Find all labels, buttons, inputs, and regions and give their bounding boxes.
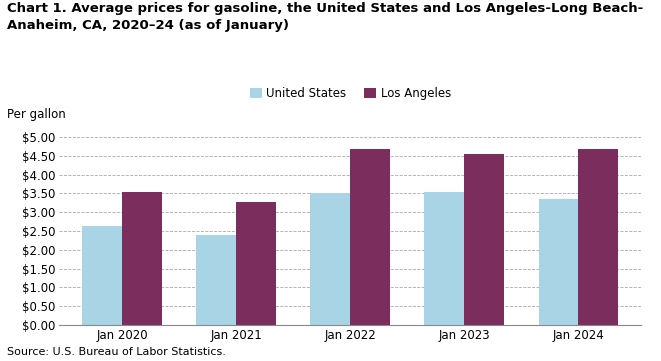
- Bar: [350, 149, 390, 325]
- Text: Chart 1. Average prices for gasoline, the United States and Los Angeles-Long Bea: Chart 1. Average prices for gasoline, th…: [7, 2, 643, 32]
- Bar: [311, 193, 350, 325]
- Bar: [465, 154, 504, 325]
- Bar: [578, 149, 618, 325]
- Bar: [122, 192, 162, 325]
- Legend: United States, Los Angeles: United States, Los Angeles: [250, 87, 451, 100]
- Bar: [196, 235, 236, 325]
- Bar: [424, 192, 465, 325]
- Bar: [539, 199, 578, 325]
- Text: Source: U.S. Bureau of Labor Statistics.: Source: U.S. Bureau of Labor Statistics.: [7, 347, 225, 357]
- Bar: [236, 202, 276, 325]
- Text: Per gallon: Per gallon: [7, 108, 65, 121]
- Bar: [83, 226, 122, 325]
